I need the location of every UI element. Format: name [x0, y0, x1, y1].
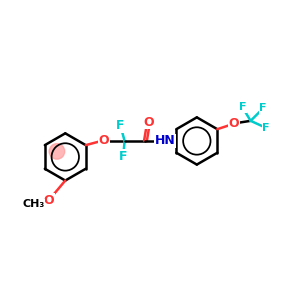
- Text: F: F: [116, 119, 125, 132]
- Text: HN: HN: [154, 134, 175, 148]
- Text: O: O: [98, 134, 109, 148]
- Text: O: O: [43, 194, 54, 206]
- Text: O: O: [229, 117, 239, 130]
- Text: F: F: [262, 123, 270, 133]
- Text: F: F: [238, 102, 246, 112]
- Circle shape: [49, 144, 65, 159]
- Text: F: F: [119, 150, 128, 163]
- Text: CH₃: CH₃: [22, 199, 44, 209]
- Text: O: O: [143, 116, 154, 129]
- Text: F: F: [260, 103, 267, 113]
